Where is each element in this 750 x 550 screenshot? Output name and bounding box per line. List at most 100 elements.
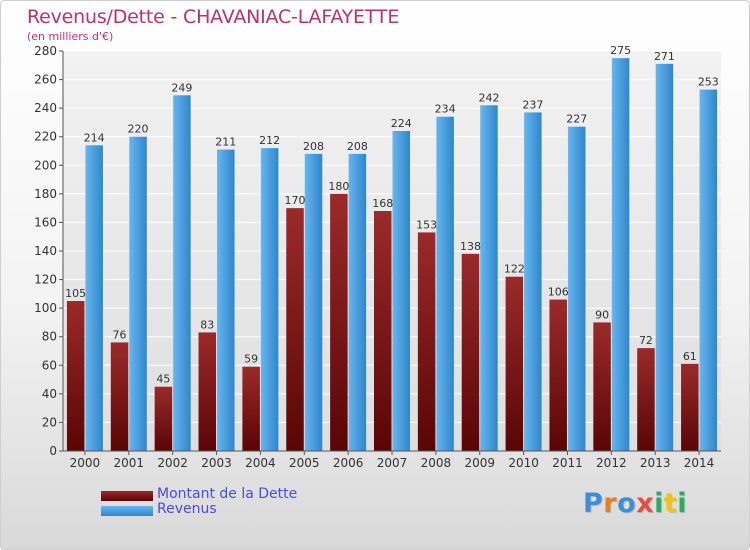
x-tick-label: 2000 — [70, 456, 101, 470]
x-tick-label: 2013 — [640, 456, 671, 470]
bar-chart: 105 214 76 220 45 249 83 211 59 212 170 208 180 208 16… — [34, 44, 721, 470]
bar-revenus — [436, 116, 454, 451]
logo-letter: i — [677, 488, 688, 519]
bar-dette — [330, 193, 348, 451]
legend-label-revenus: Revenus — [157, 501, 217, 517]
value-label-dette: 72 — [639, 334, 653, 347]
value-label-dette: 90 — [595, 308, 609, 321]
x-tick-label: 2011 — [552, 456, 583, 470]
bar-revenus — [260, 148, 279, 451]
bar-dette — [681, 363, 699, 451]
bar-dette — [154, 386, 173, 451]
bar-revenus — [611, 58, 630, 452]
x-tick-label: 2004 — [245, 456, 276, 470]
legend-swatch-revenus — [101, 506, 153, 516]
y-tick-label: 100 — [34, 301, 57, 315]
y-tick-label: 160 — [34, 215, 57, 229]
value-label-revenus: 242 — [478, 91, 499, 104]
bar-dette — [198, 332, 217, 451]
value-label-dette: 168 — [372, 197, 393, 210]
y-tick-label: 0 — [49, 444, 57, 458]
value-label-dette: 180 — [328, 180, 349, 193]
bar-revenus — [699, 89, 718, 452]
value-label-revenus: 208 — [303, 140, 324, 153]
value-label-dette: 170 — [285, 194, 306, 207]
y-tick-label: 140 — [34, 244, 57, 258]
bar-revenus — [85, 145, 103, 452]
bar-dette — [593, 322, 611, 451]
value-label-revenus: 208 — [347, 140, 368, 153]
bar-dette — [549, 299, 567, 451]
value-label-dette: 138 — [460, 240, 481, 253]
value-label-dette: 61 — [683, 350, 697, 363]
legend-swatch-dette — [101, 491, 153, 501]
y-tick-label: 240 — [34, 101, 57, 115]
value-label-dette: 105 — [65, 287, 86, 300]
logo-letter: t — [663, 488, 678, 519]
x-tick-label: 2001 — [114, 456, 145, 470]
bar-dette — [110, 342, 129, 451]
x-tick-label: 2008 — [421, 456, 452, 470]
x-tick-label: 2005 — [289, 456, 320, 470]
value-label-revenus: 249 — [171, 81, 192, 94]
bar-revenus — [348, 153, 367, 451]
bar-dette — [242, 366, 260, 451]
value-label-dette: 76 — [113, 328, 127, 341]
bar-dette — [461, 253, 480, 451]
bar-dette — [637, 348, 655, 451]
value-label-revenus: 275 — [610, 44, 631, 57]
bar-revenus — [304, 153, 323, 451]
chart-subtitle: (en milliers d'€) — [27, 30, 114, 43]
bar-dette — [286, 208, 304, 451]
x-tick-label: 2014 — [684, 456, 715, 470]
x-tick-label: 2003 — [201, 456, 232, 470]
y-tick-label: 180 — [34, 187, 57, 201]
value-label-revenus: 212 — [259, 134, 280, 147]
value-label-revenus: 234 — [435, 103, 456, 116]
bar-revenus — [480, 105, 498, 452]
bar-revenus — [392, 131, 410, 451]
y-tick-label: 120 — [34, 273, 57, 287]
y-tick-label: 220 — [34, 130, 57, 144]
logo-letter: o — [617, 488, 637, 519]
y-tick-label: 80 — [42, 330, 57, 344]
x-tick-label: 2012 — [596, 456, 627, 470]
value-label-dette: 45 — [156, 373, 170, 386]
y-tick-label: 200 — [34, 158, 57, 172]
y-tick-label: 40 — [42, 387, 57, 401]
logo-letter: r — [603, 488, 618, 519]
value-label-revenus: 237 — [522, 98, 543, 111]
chart-title: Revenus/Dette - CHAVANIAC-LAFAYETTE — [27, 6, 400, 28]
bar-revenus — [655, 63, 674, 451]
logo-letter: P — [583, 488, 604, 519]
value-label-revenus: 224 — [391, 117, 412, 130]
y-tick-label: 60 — [42, 358, 57, 372]
bar-revenus — [173, 95, 191, 452]
value-label-dette: 122 — [504, 263, 525, 276]
value-label-revenus: 253 — [698, 76, 719, 89]
bar-revenus — [129, 136, 147, 451]
value-label-revenus: 227 — [566, 113, 587, 126]
value-label-revenus: 214 — [84, 131, 105, 144]
value-label-revenus: 271 — [654, 50, 675, 63]
bar-dette — [417, 232, 436, 451]
legend-label-dette: Montant de la Dette — [157, 486, 298, 502]
x-tick-label: 2010 — [508, 456, 539, 470]
bar-dette — [66, 301, 85, 451]
bar-dette — [374, 211, 392, 451]
x-tick-label: 2007 — [377, 456, 408, 470]
y-tick-label: 280 — [34, 44, 57, 58]
y-tick-label: 260 — [34, 73, 57, 87]
value-label-dette: 59 — [244, 353, 258, 366]
proxiti-logo: Proxiti — [583, 488, 687, 519]
bar-revenus — [217, 149, 235, 452]
x-tick-label: 2002 — [157, 456, 188, 470]
x-tick-label: 2009 — [464, 456, 495, 470]
bar-revenus — [567, 126, 586, 451]
logo-letter: i — [654, 488, 664, 519]
value-label-dette: 153 — [416, 218, 437, 231]
bar-revenus — [524, 112, 542, 451]
value-label-dette: 83 — [200, 318, 214, 331]
x-tick-label: 2006 — [333, 456, 364, 470]
